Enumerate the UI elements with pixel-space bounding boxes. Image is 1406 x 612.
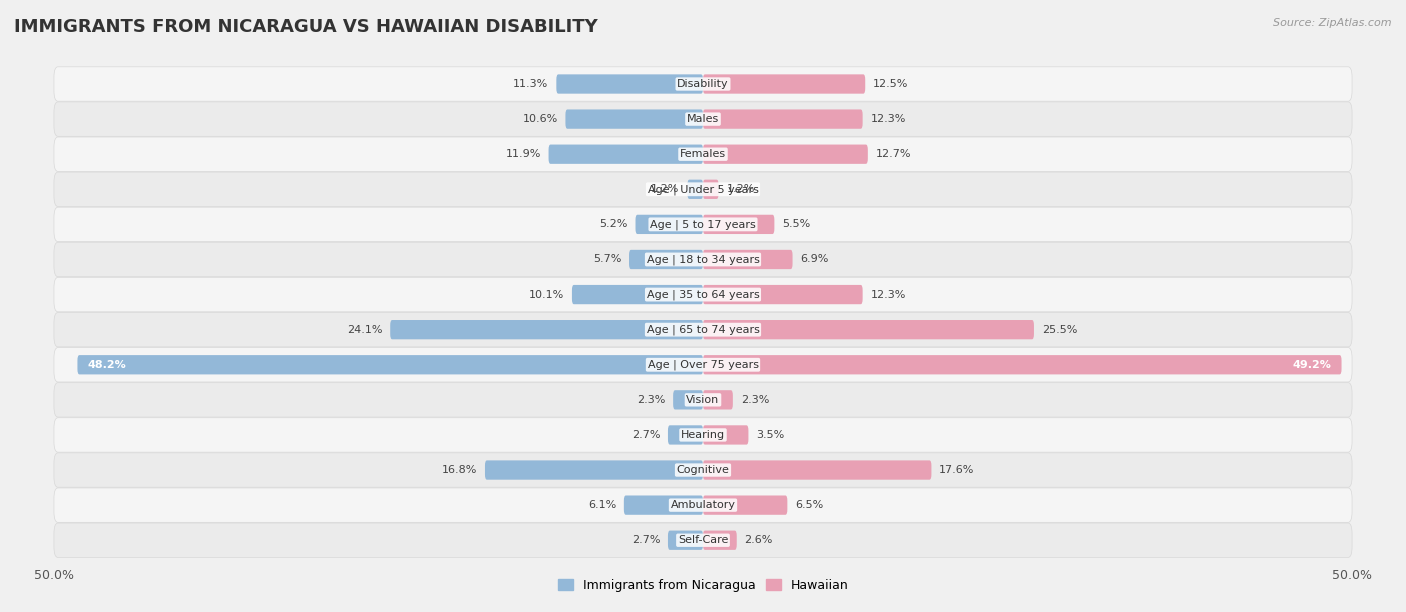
FancyBboxPatch shape [703, 390, 733, 409]
Text: 17.6%: 17.6% [939, 465, 974, 475]
Text: 3.5%: 3.5% [756, 430, 785, 440]
FancyBboxPatch shape [703, 531, 737, 550]
Text: Age | Over 75 years: Age | Over 75 years [648, 359, 758, 370]
FancyBboxPatch shape [703, 425, 748, 444]
FancyBboxPatch shape [703, 215, 775, 234]
FancyBboxPatch shape [703, 250, 793, 269]
Text: 1.2%: 1.2% [727, 184, 755, 194]
Text: 12.5%: 12.5% [873, 79, 908, 89]
Text: Age | 18 to 34 years: Age | 18 to 34 years [647, 254, 759, 265]
FancyBboxPatch shape [53, 67, 1353, 101]
Text: 12.3%: 12.3% [870, 289, 905, 299]
Text: 2.3%: 2.3% [637, 395, 665, 405]
FancyBboxPatch shape [703, 355, 1341, 375]
FancyBboxPatch shape [624, 496, 703, 515]
Text: 24.1%: 24.1% [347, 325, 382, 335]
Text: 6.5%: 6.5% [796, 500, 824, 510]
FancyBboxPatch shape [391, 320, 703, 339]
Text: Disability: Disability [678, 79, 728, 89]
FancyBboxPatch shape [703, 285, 863, 304]
FancyBboxPatch shape [53, 172, 1353, 206]
FancyBboxPatch shape [53, 418, 1353, 452]
FancyBboxPatch shape [53, 488, 1353, 522]
Text: Self-Care: Self-Care [678, 536, 728, 545]
Text: Cognitive: Cognitive [676, 465, 730, 475]
Text: 2.7%: 2.7% [631, 430, 661, 440]
FancyBboxPatch shape [703, 144, 868, 164]
FancyBboxPatch shape [557, 75, 703, 94]
FancyBboxPatch shape [703, 75, 865, 94]
Text: 5.5%: 5.5% [782, 219, 810, 230]
Text: Age | Under 5 years: Age | Under 5 years [648, 184, 758, 195]
Text: Age | 5 to 17 years: Age | 5 to 17 years [650, 219, 756, 230]
FancyBboxPatch shape [703, 320, 1033, 339]
FancyBboxPatch shape [485, 460, 703, 480]
FancyBboxPatch shape [53, 348, 1353, 382]
Text: 10.6%: 10.6% [523, 114, 558, 124]
FancyBboxPatch shape [53, 242, 1353, 277]
Text: 10.1%: 10.1% [529, 289, 564, 299]
FancyBboxPatch shape [53, 382, 1353, 417]
Text: 12.7%: 12.7% [876, 149, 911, 159]
Text: 25.5%: 25.5% [1042, 325, 1077, 335]
Text: IMMIGRANTS FROM NICARAGUA VS HAWAIIAN DISABILITY: IMMIGRANTS FROM NICARAGUA VS HAWAIIAN DI… [14, 18, 598, 36]
FancyBboxPatch shape [688, 180, 703, 199]
Text: Age | 35 to 64 years: Age | 35 to 64 years [647, 289, 759, 300]
FancyBboxPatch shape [53, 207, 1353, 242]
Text: 6.1%: 6.1% [588, 500, 616, 510]
Text: 5.2%: 5.2% [599, 219, 627, 230]
Text: 1.2%: 1.2% [651, 184, 679, 194]
FancyBboxPatch shape [53, 523, 1353, 558]
Text: 11.9%: 11.9% [505, 149, 541, 159]
Legend: Immigrants from Nicaragua, Hawaiian: Immigrants from Nicaragua, Hawaiian [553, 574, 853, 597]
Text: Females: Females [681, 149, 725, 159]
Text: Source: ZipAtlas.com: Source: ZipAtlas.com [1274, 18, 1392, 28]
Text: 2.7%: 2.7% [631, 536, 661, 545]
Text: 49.2%: 49.2% [1292, 360, 1331, 370]
Text: 2.3%: 2.3% [741, 395, 769, 405]
FancyBboxPatch shape [668, 531, 703, 550]
FancyBboxPatch shape [572, 285, 703, 304]
FancyBboxPatch shape [668, 425, 703, 444]
FancyBboxPatch shape [636, 215, 703, 234]
Text: Hearing: Hearing [681, 430, 725, 440]
Text: Age | 65 to 74 years: Age | 65 to 74 years [647, 324, 759, 335]
FancyBboxPatch shape [703, 180, 718, 199]
Text: 48.2%: 48.2% [87, 360, 127, 370]
FancyBboxPatch shape [53, 102, 1353, 136]
FancyBboxPatch shape [77, 355, 703, 375]
Text: 12.3%: 12.3% [870, 114, 905, 124]
Text: 6.9%: 6.9% [800, 255, 828, 264]
FancyBboxPatch shape [703, 110, 863, 129]
Text: Vision: Vision [686, 395, 720, 405]
FancyBboxPatch shape [703, 496, 787, 515]
FancyBboxPatch shape [53, 277, 1353, 312]
Text: 11.3%: 11.3% [513, 79, 548, 89]
FancyBboxPatch shape [53, 313, 1353, 347]
Text: 2.6%: 2.6% [745, 536, 773, 545]
Text: Ambulatory: Ambulatory [671, 500, 735, 510]
FancyBboxPatch shape [53, 137, 1353, 171]
FancyBboxPatch shape [53, 453, 1353, 487]
FancyBboxPatch shape [565, 110, 703, 129]
FancyBboxPatch shape [673, 390, 703, 409]
Text: 16.8%: 16.8% [441, 465, 477, 475]
FancyBboxPatch shape [703, 460, 931, 480]
Text: 5.7%: 5.7% [593, 255, 621, 264]
FancyBboxPatch shape [628, 250, 703, 269]
Text: Males: Males [688, 114, 718, 124]
FancyBboxPatch shape [548, 144, 703, 164]
